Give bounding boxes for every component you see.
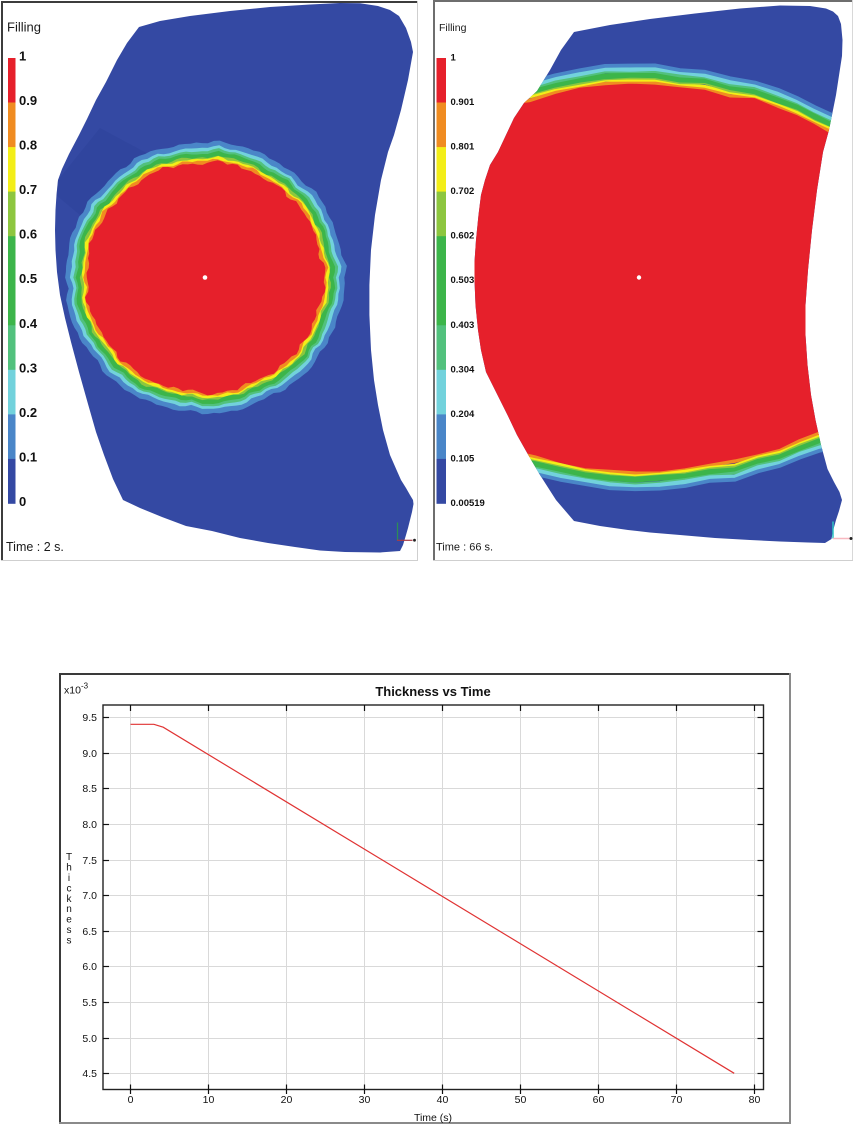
svg-text:e: e: [66, 915, 72, 926]
svg-text:Thickness vs Time: Thickness vs Time: [375, 684, 490, 699]
svg-text:7.5: 7.5: [82, 855, 97, 867]
svg-text:50: 50: [515, 1094, 527, 1106]
svg-text:30: 30: [359, 1094, 371, 1106]
svg-text:Time : 2 s.: Time : 2 s.: [6, 540, 64, 554]
svg-text:9.0: 9.0: [82, 748, 97, 760]
svg-text:0.105: 0.105: [451, 453, 475, 464]
svg-text:Filling: Filling: [439, 22, 467, 34]
svg-text:0.304: 0.304: [451, 364, 475, 375]
svg-text:0.4: 0.4: [19, 316, 38, 331]
svg-text:5.5: 5.5: [82, 997, 97, 1009]
svg-text:4.5: 4.5: [82, 1068, 97, 1080]
svg-text:0.6: 0.6: [19, 227, 37, 242]
svg-text:0.204: 0.204: [451, 409, 475, 420]
svg-text:0: 0: [128, 1094, 134, 1106]
svg-text:k: k: [67, 894, 73, 905]
svg-text:60: 60: [593, 1094, 605, 1106]
svg-text:T: T: [66, 852, 72, 863]
svg-text:h: h: [66, 863, 72, 874]
svg-text:0.602: 0.602: [451, 231, 475, 242]
svg-text:0.503: 0.503: [451, 275, 475, 286]
svg-text:80: 80: [749, 1094, 761, 1106]
svg-text:7.0: 7.0: [82, 890, 97, 902]
svg-text:Time (s): Time (s): [414, 1112, 452, 1124]
svg-text:0: 0: [19, 494, 26, 509]
svg-text:0.9: 0.9: [19, 93, 37, 108]
svg-text:70: 70: [671, 1094, 683, 1106]
svg-text:0.702: 0.702: [451, 186, 475, 197]
svg-text:0.00519: 0.00519: [451, 498, 485, 509]
svg-text:i: i: [68, 873, 70, 884]
svg-text:c: c: [67, 883, 72, 894]
svg-text:6.5: 6.5: [82, 926, 97, 938]
svg-text:40: 40: [437, 1094, 449, 1106]
svg-text:Time : 66 s.: Time : 66 s.: [436, 542, 493, 554]
svg-text:s: s: [67, 925, 72, 936]
svg-text:0.8: 0.8: [19, 138, 37, 153]
svg-text:0.5: 0.5: [19, 271, 37, 286]
svg-text:1: 1: [19, 49, 26, 64]
svg-text:n: n: [66, 904, 72, 915]
svg-text:s: s: [67, 936, 72, 947]
svg-text:0.1: 0.1: [19, 449, 37, 464]
svg-text:10: 10: [203, 1094, 215, 1106]
svg-text:1: 1: [451, 53, 457, 64]
svg-text:Filling: Filling: [7, 20, 41, 35]
svg-text:5.0: 5.0: [82, 1033, 97, 1045]
svg-text:6.0: 6.0: [82, 961, 97, 973]
svg-text:20: 20: [281, 1094, 293, 1106]
svg-text:0.901: 0.901: [451, 97, 475, 108]
svg-text:0.801: 0.801: [451, 142, 475, 153]
svg-text:8.5: 8.5: [82, 783, 97, 795]
svg-text:0.3: 0.3: [19, 360, 37, 375]
svg-text:9.5: 9.5: [82, 712, 97, 724]
svg-text:0.403: 0.403: [451, 320, 475, 331]
svg-text:x10-3: x10-3: [64, 682, 89, 697]
svg-text:0.2: 0.2: [19, 405, 37, 420]
svg-text:8.0: 8.0: [82, 819, 97, 831]
svg-text:0.7: 0.7: [19, 182, 37, 197]
